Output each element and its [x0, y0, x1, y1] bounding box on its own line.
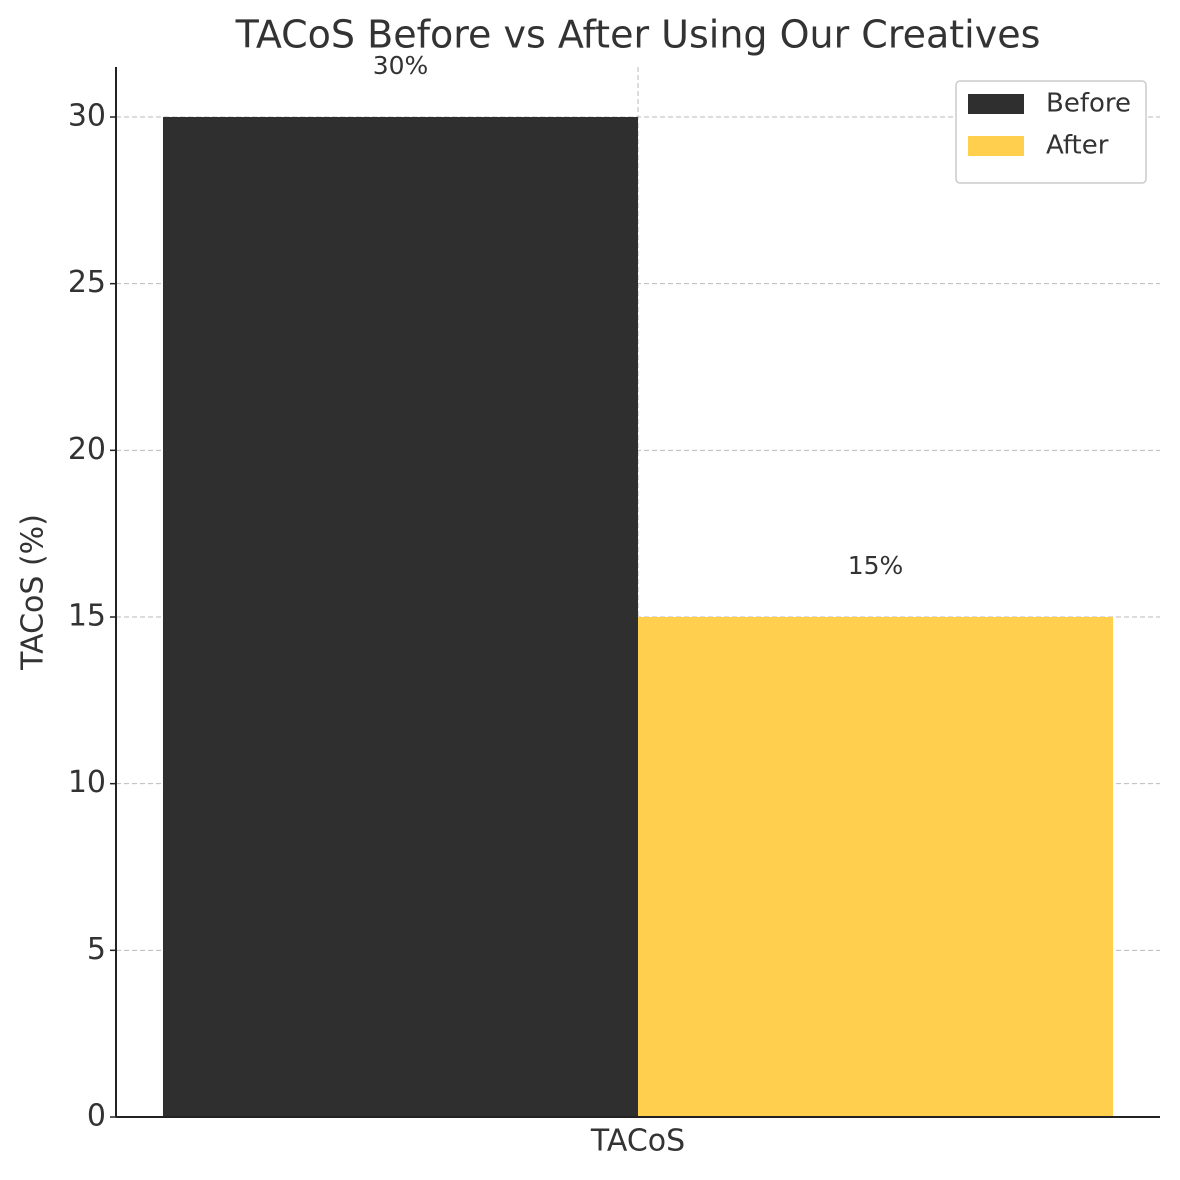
y-tick-label: 0	[87, 1099, 106, 1134]
y-axis-label: TACoS (%)	[16, 514, 51, 671]
bar	[162, 117, 639, 1117]
y-tick-label: 30	[68, 99, 106, 134]
y-tick-label: 5	[87, 932, 106, 967]
chart-title: TACoS Before vs After Using Our Creative…	[235, 13, 1041, 57]
value-label: 15%	[848, 551, 904, 580]
legend-label: After	[1046, 131, 1109, 161]
y-tick-label: 10	[68, 765, 106, 800]
bar	[638, 617, 1114, 1117]
y-tick-label: 20	[68, 432, 106, 467]
legend-swatch	[968, 136, 1024, 156]
value-label: 30%	[373, 51, 429, 80]
x-tick-label: TACoS	[590, 1124, 685, 1159]
legend-swatch	[968, 94, 1024, 114]
y-tick-label: 15	[68, 599, 106, 634]
y-tick-label: 25	[68, 265, 106, 300]
legend-label: Before	[1046, 89, 1131, 119]
